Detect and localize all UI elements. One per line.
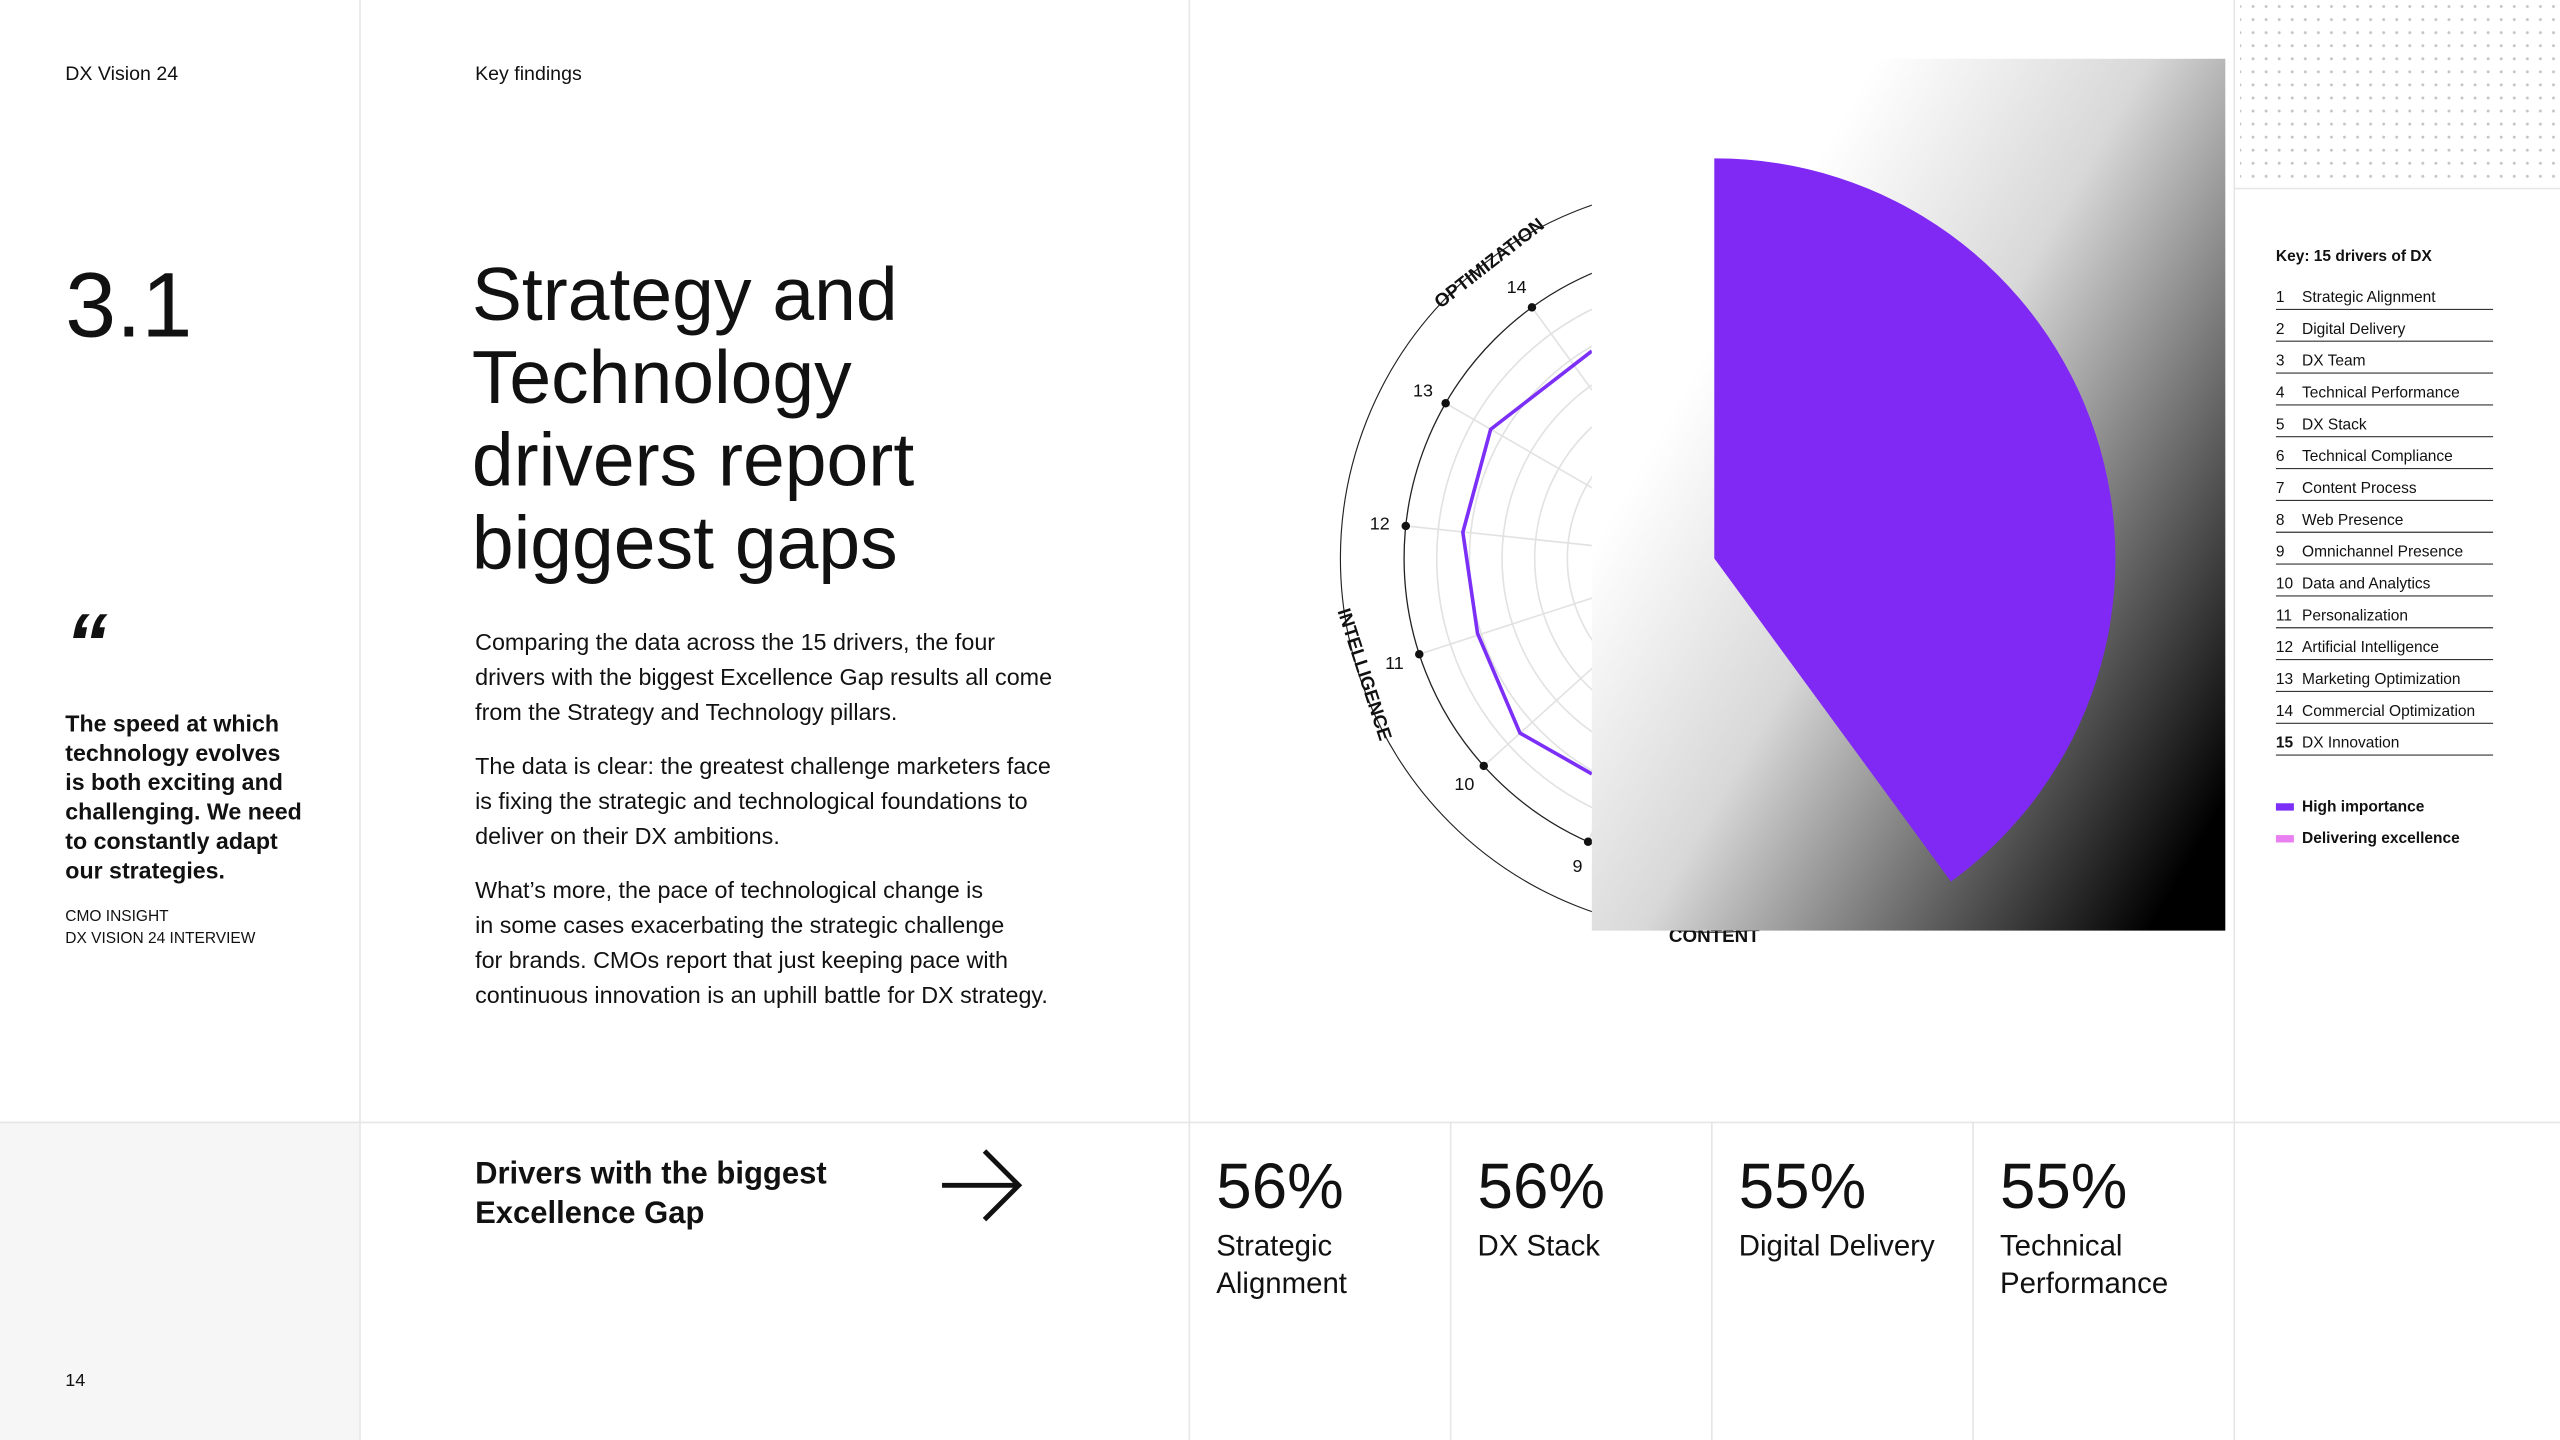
body-line: drivers with the biggest Excellence Gap … [475,664,1052,690]
body-line: in some cases exacerbating the strategic… [475,912,1004,938]
key-number: 15 [2276,735,2294,752]
key-label: Artificial Intelligence [2302,639,2439,656]
key-number: 13 [2276,671,2293,688]
radar-spoke-label: 11 [1385,653,1404,673]
footer-panel [0,1121,360,1440]
key-number: 12 [2276,639,2293,656]
key-number: 4 [2276,385,2285,402]
radar-axis-label: OPTIMIZATION [1430,214,1548,312]
key-label: Web Presence [2302,512,2403,529]
arrow [942,1149,1023,1222]
key-label: Strategic Alignment [2302,289,2436,306]
key-label: Content Process [2302,480,2417,497]
key-label: Technical Compliance [2302,448,2453,465]
legend-swatch [2275,803,2294,811]
stat-value: 56% [1216,1151,1343,1222]
stat-value: 55% [2000,1151,2127,1222]
stat-value: 55% [1739,1151,1866,1222]
radar-spoke-dot [1583,837,1593,846]
legend-label: High importance [2302,798,2425,815]
key-title: Key: 15 drivers of DX [2276,248,2433,265]
key-number: 9 [2276,544,2285,561]
key-number: 7 [2276,480,2285,497]
key-number: 5 [2276,416,2285,433]
section-label: Key findings [475,63,582,85]
legend-swatch [2275,835,2294,843]
title-line: Technology [472,335,852,419]
key-number: 3 [2276,353,2285,370]
arrow-head [982,1149,1023,1222]
body-line: What’s more, the pace of technological c… [475,877,983,903]
brand: DX Vision 24 [65,63,178,85]
stat-label: Technical [2000,1230,2122,1263]
radar-spoke-dot [1401,521,1411,531]
radar-spoke-dot [1527,303,1537,312]
quote-line: to constantly adapt [65,828,278,854]
purple-sector [1714,158,2116,882]
body-line: for brands. CMOs report that just keepin… [475,947,1008,973]
page-number: 14 [65,1370,85,1390]
quote-line: our strategies. [65,857,225,883]
quote-line: challenging. We need [65,799,301,825]
stat-label: Strategic [1216,1230,1332,1263]
quote-source: DX VISION 24 INTERVIEW [65,930,255,947]
key-label: Commercial Optimization [2302,703,2475,720]
key-label: Technical Performance [2302,385,2460,402]
radar-spoke-label: 12 [1370,514,1390,534]
quote-line: The speed at which [65,710,279,736]
legend-label: Delivering excellence [2302,830,2460,847]
radar-line [1461,349,1593,776]
key-number: 10 [2276,576,2294,593]
section-number: 3.1 [65,254,192,356]
title-line: drivers report [472,418,914,502]
highlight-title: Excellence Gap [475,1195,704,1230]
quote-source: CMO INSIGHT [65,908,169,925]
quote-line: technology evolves [65,740,280,766]
key-label: Personalization [2302,607,2408,624]
highlight-title: Drivers with the biggest [475,1156,827,1191]
key-number: 2 [2276,321,2285,338]
radar-spoke-label: 13 [1413,381,1433,401]
radar-spoke-dot [1441,399,1450,408]
stat-label: Performance [2000,1267,2168,1300]
stat-label: Alignment [1216,1267,1347,1300]
key-number: 14 [2276,703,2294,720]
body-line: is fixing the strategic and technologica… [475,788,1027,814]
key-number: 8 [2276,512,2285,529]
body-line: The data is clear: the greatest challeng… [475,753,1051,779]
stat-label: Digital Delivery [1739,1230,1935,1263]
key-label: Omnichannel Presence [2302,544,2463,561]
quote-mark: “ [65,596,108,691]
radar-spoke-label: 14 [1507,277,1527,297]
key-label: Marketing Optimization [2302,671,2461,688]
body-line: deliver on their DX ambitions. [475,823,780,849]
radar-spoke-label: 10 [1454,774,1474,794]
key-label: DX Stack [2302,416,2367,433]
stat-label: DX Stack [1478,1230,1601,1263]
radar-spoke-dot [1415,649,1424,659]
radar-spoke-dot [1479,761,1489,771]
key-label: Data and Analytics [2302,576,2431,593]
title-line: biggest gaps [472,500,898,584]
stat-value: 56% [1478,1151,1605,1222]
key-label: Digital Delivery [2302,321,2406,338]
key-number: 11 [2276,607,2292,624]
radar-spoke-label: 9 [1572,856,1582,876]
body-line: Comparing the data across the 15 drivers… [475,629,995,655]
key-label: DX Innovation [2302,735,2399,752]
dot-pattern [2240,0,2560,183]
radar-axis-label: INTELLIGENCE [1334,606,1397,743]
key-label: DX Team [2302,353,2365,370]
body-line: continuous innovation is an uphill battl… [475,982,1048,1008]
body-line: from the Strategy and Technology pillars… [475,699,897,725]
key-number: 1 [2276,289,2285,306]
key-number: 6 [2276,448,2285,465]
title-line: Strategy and [472,252,898,336]
quote-line: is both exciting and [65,769,283,795]
